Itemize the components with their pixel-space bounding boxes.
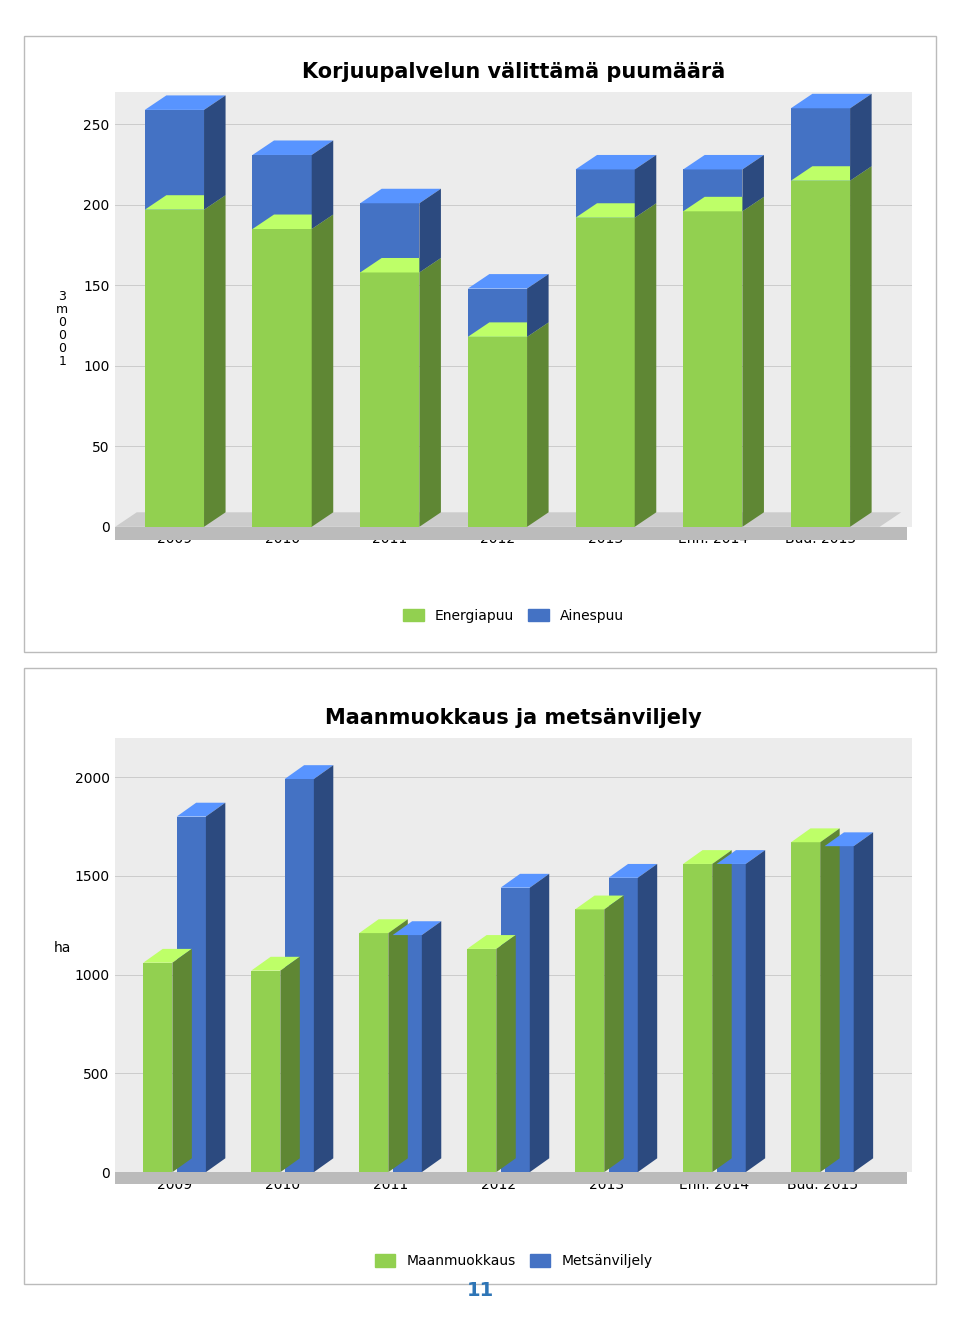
Title: Korjuupalvelun välittämä puumäärä: Korjuupalvelun välittämä puumäärä (302, 62, 725, 82)
Polygon shape (360, 188, 441, 203)
Polygon shape (177, 802, 226, 817)
Legend: Energiapuu, Ainespuu: Energiapuu, Ainespuu (397, 603, 630, 628)
Polygon shape (204, 195, 226, 527)
Polygon shape (635, 203, 657, 527)
Polygon shape (853, 832, 874, 1172)
Polygon shape (684, 155, 764, 170)
Polygon shape (496, 935, 516, 1172)
Polygon shape (360, 258, 441, 273)
Polygon shape (468, 948, 496, 1172)
Polygon shape (746, 851, 765, 1172)
Polygon shape (115, 512, 901, 527)
Polygon shape (314, 765, 333, 1172)
Polygon shape (684, 211, 742, 527)
Polygon shape (825, 847, 853, 1172)
Polygon shape (684, 864, 712, 1172)
Bar (115, 1172, 906, 1184)
Polygon shape (527, 323, 548, 527)
Polygon shape (252, 971, 280, 1172)
Polygon shape (716, 864, 746, 1172)
Legend: Maanmuokkaus, Metsänviljely: Maanmuokkaus, Metsänviljely (369, 1249, 659, 1274)
Title: Maanmuokkaus ja metsänviljely: Maanmuokkaus ja metsänviljely (325, 707, 702, 727)
Polygon shape (791, 180, 851, 527)
Polygon shape (637, 864, 658, 1172)
Polygon shape (468, 288, 527, 337)
Polygon shape (575, 203, 657, 217)
Polygon shape (143, 948, 192, 963)
Polygon shape (742, 196, 764, 527)
Polygon shape (285, 765, 333, 778)
Polygon shape (393, 922, 442, 935)
Polygon shape (791, 108, 851, 180)
Polygon shape (252, 155, 312, 229)
Polygon shape (389, 919, 408, 1172)
Polygon shape (575, 217, 635, 527)
Polygon shape (204, 95, 226, 209)
Polygon shape (575, 909, 604, 1172)
Polygon shape (712, 851, 732, 1172)
Polygon shape (820, 828, 840, 1172)
Polygon shape (468, 337, 527, 527)
Polygon shape (609, 877, 637, 1172)
Polygon shape (143, 963, 173, 1172)
Text: 3
m
0
0
0
1: 3 m 0 0 0 1 (57, 290, 68, 369)
Polygon shape (684, 851, 732, 864)
Bar (115, 527, 906, 540)
Polygon shape (609, 864, 658, 877)
Text: ha: ha (54, 942, 71, 955)
Polygon shape (501, 888, 530, 1172)
Polygon shape (575, 170, 635, 217)
Polygon shape (791, 828, 840, 843)
Polygon shape (205, 802, 226, 1172)
Polygon shape (420, 188, 441, 273)
Polygon shape (145, 95, 226, 109)
Polygon shape (604, 896, 624, 1172)
Polygon shape (716, 851, 765, 864)
Polygon shape (359, 932, 389, 1172)
Polygon shape (252, 215, 333, 229)
Polygon shape (420, 258, 441, 527)
Polygon shape (145, 109, 204, 209)
Polygon shape (742, 155, 764, 211)
Polygon shape (285, 778, 314, 1172)
Polygon shape (359, 919, 408, 932)
Polygon shape (312, 141, 333, 229)
Polygon shape (468, 935, 516, 948)
Polygon shape (173, 948, 192, 1172)
Polygon shape (252, 141, 333, 155)
Polygon shape (468, 274, 548, 288)
Polygon shape (684, 196, 764, 211)
Polygon shape (421, 922, 442, 1172)
Polygon shape (360, 273, 420, 527)
Polygon shape (851, 94, 872, 180)
Text: 11: 11 (467, 1281, 493, 1300)
Polygon shape (791, 94, 872, 108)
Polygon shape (393, 935, 421, 1172)
Polygon shape (252, 229, 312, 527)
Polygon shape (791, 166, 872, 180)
Polygon shape (252, 956, 300, 971)
Polygon shape (825, 832, 874, 847)
Polygon shape (527, 274, 548, 337)
Polygon shape (851, 166, 872, 527)
Polygon shape (530, 874, 549, 1172)
Polygon shape (468, 323, 548, 337)
Polygon shape (280, 956, 300, 1172)
Polygon shape (360, 203, 420, 273)
Polygon shape (312, 215, 333, 527)
Polygon shape (791, 843, 820, 1172)
Polygon shape (145, 209, 204, 527)
Polygon shape (145, 195, 226, 209)
Polygon shape (635, 155, 657, 217)
Polygon shape (684, 170, 742, 211)
Polygon shape (177, 817, 205, 1172)
Polygon shape (575, 155, 657, 170)
Polygon shape (575, 896, 624, 909)
Polygon shape (501, 874, 549, 888)
